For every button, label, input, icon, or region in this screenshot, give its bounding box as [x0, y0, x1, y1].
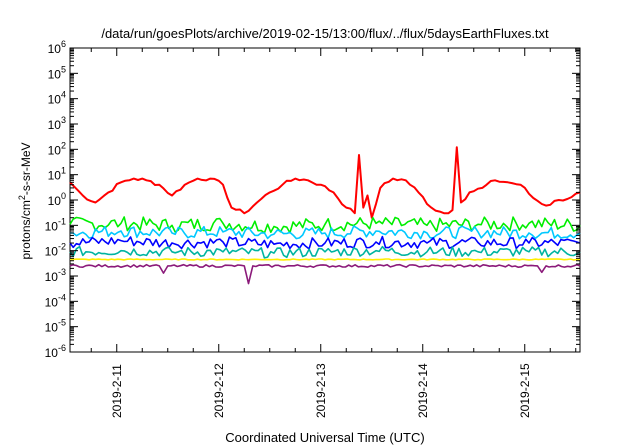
x-tick-label: 2019-2-11: [110, 364, 124, 418]
y-tick-label-base: 10: [45, 295, 59, 309]
y-tick-label: 103: [48, 115, 66, 132]
x-tick-label: 2019-2-14: [416, 363, 430, 418]
y-tick-label-exponent: 1: [61, 166, 66, 176]
plot-frame: [69, 47, 581, 353]
y-tick-label: 100: [48, 191, 66, 208]
y-tick-label: 106: [48, 39, 66, 56]
y-tick-label-exponent: 6: [61, 39, 66, 49]
y-tick-label-exponent: -1: [58, 216, 66, 226]
x-tick-label: 2019-2-13: [314, 363, 328, 418]
x-axis-ticks: 2019-2-11 2019-2-12 2019-2-13 2019-2-14 2019…: [90, 48, 577, 418]
y-tick-label-exponent: 2: [61, 140, 66, 150]
y-tick-label-base: 10: [48, 194, 62, 208]
y-tick-label-base: 10: [45, 270, 59, 284]
series-line: [69, 216, 581, 234]
y-tick-label: 101: [48, 166, 66, 183]
y-tick-label-base: 10: [45, 321, 59, 335]
y-tick-label: 10-2: [45, 242, 66, 259]
y-tick-label: 10-6: [45, 343, 66, 360]
y-tick-label-exponent: -5: [58, 318, 66, 328]
y-tick-label-base: 10: [45, 346, 59, 360]
chart-title: /data/run/goesPlots/archive/2019-02-15/1…: [101, 26, 549, 41]
series-line: [69, 263, 581, 285]
y-tick-label: 104: [48, 90, 66, 107]
y-tick-label-exponent: 0: [61, 191, 66, 201]
x-axis-label: Coordinated Universal Time (UTC): [225, 430, 424, 445]
y-axis-label-sup: 2: [17, 195, 27, 200]
y-tick-label-exponent: 4: [61, 90, 66, 100]
y-tick-label-exponent: -3: [58, 267, 66, 277]
y-tick-label-base: 10: [48, 169, 62, 183]
y-tick-label-exponent: 3: [61, 115, 66, 125]
series-line: [69, 146, 581, 219]
series-line: [69, 258, 580, 261]
y-tick-label: 10-4: [45, 292, 66, 309]
svg-text:protons/cm2-s-sr-MeV: protons/cm2-s-sr-MeV: [17, 142, 33, 259]
y-tick-label-base: 10: [48, 42, 62, 56]
y-tick-label: 105: [48, 64, 66, 81]
y-axis-label: protons/cm2-s-sr-MeV: [17, 142, 33, 259]
series-layer: [69, 146, 581, 285]
y-tick-label-exponent: -2: [58, 242, 66, 252]
y-axis-label-rest: -s-sr-MeV: [19, 142, 33, 195]
y-axis-label-main: protons/cm: [19, 200, 33, 259]
x-tick-label: 2019-2-12: [212, 363, 226, 418]
y-tick-label: 10-5: [45, 318, 66, 335]
series-line: [69, 235, 581, 250]
y-axis-ticks: 10-610-510-410-310-210-11001011021031041…: [45, 39, 580, 360]
y-tick-label-base: 10: [45, 245, 59, 259]
y-tick-label: 102: [48, 140, 66, 157]
y-tick-label-exponent: 5: [61, 64, 66, 74]
y-tick-label-base: 10: [45, 219, 59, 233]
y-tick-label-base: 10: [48, 67, 62, 81]
y-tick-label: 10-3: [45, 267, 66, 284]
y-tick-label-exponent: -4: [58, 292, 66, 302]
y-tick-label-base: 10: [48, 93, 62, 107]
y-tick-label-exponent: -6: [58, 343, 66, 353]
x-tick-label: 2019-2-15: [518, 363, 532, 418]
y-tick-label-base: 10: [48, 143, 62, 157]
series-line: [70, 225, 581, 240]
y-tick-label: 10-1: [45, 216, 66, 233]
series-line: [69, 245, 581, 259]
y-tick-label-base: 10: [48, 118, 62, 132]
